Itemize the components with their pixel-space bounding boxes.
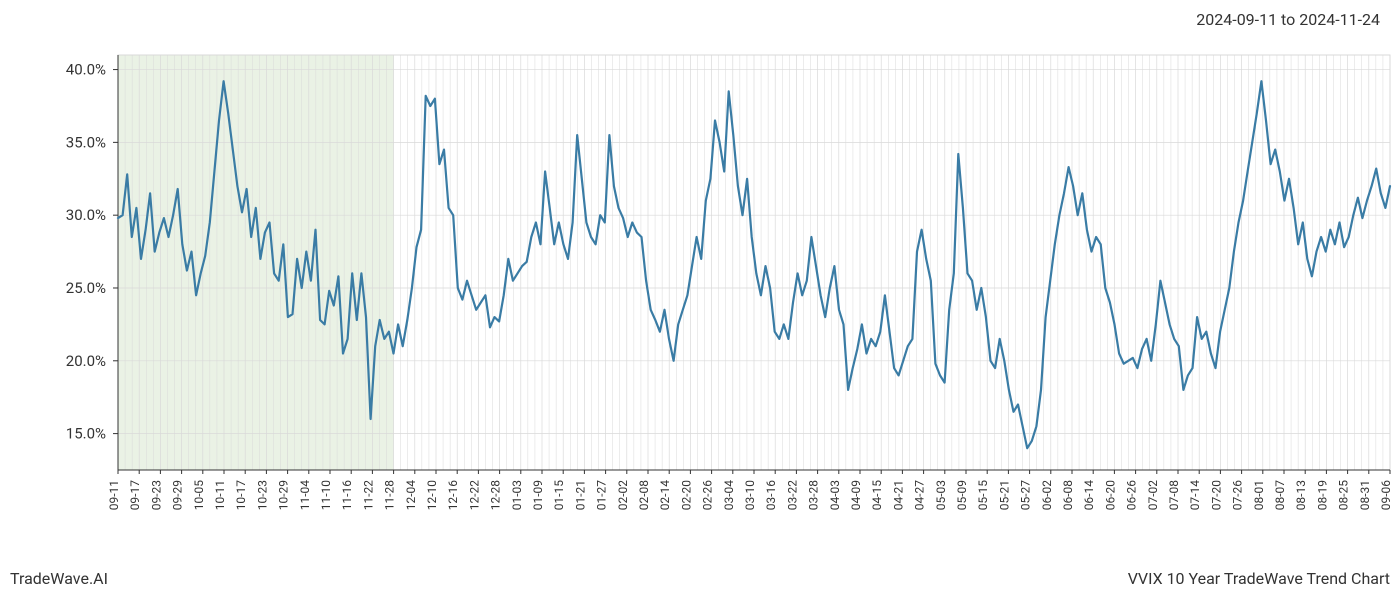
line-chart: 15.0% 20.0% 25.0% 30.0% 35.0% 40.0% 09-11 09-17… bbox=[0, 0, 1400, 600]
x-tick-label: 02-20 bbox=[679, 480, 693, 511]
x-tick-label: 08-01 bbox=[1252, 480, 1266, 510]
x-tick-label: 03-10 bbox=[743, 480, 757, 511]
x-tick-label: 11-04 bbox=[298, 480, 312, 511]
x-tick-label: 02-14 bbox=[658, 480, 672, 511]
x-tick-label: 12-28 bbox=[489, 480, 503, 511]
x-tick-label: 09-17 bbox=[128, 480, 142, 511]
x-tick-label: 01-09 bbox=[531, 480, 545, 510]
x-tick-label: 06-08 bbox=[1061, 480, 1075, 511]
x-tick-label: 05-27 bbox=[1019, 480, 1033, 511]
x-tick-label: 05-09 bbox=[955, 480, 969, 510]
x-tick-label: 04-27 bbox=[913, 480, 927, 511]
x-tick-label: 10-29 bbox=[277, 480, 291, 510]
x-tick-label: 04-15 bbox=[870, 480, 884, 511]
x-tick-label: 12-22 bbox=[467, 480, 481, 511]
x-tick-label: 02-02 bbox=[616, 480, 630, 511]
x-tick-label: 07-26 bbox=[1231, 480, 1245, 511]
x-tick-label: 11-22 bbox=[361, 480, 375, 511]
x-tick-label: 08-25 bbox=[1337, 480, 1351, 511]
x-tick-label: 10-05 bbox=[192, 480, 206, 511]
x-tick-label: 03-16 bbox=[764, 480, 778, 511]
x-tick-label: 06-20 bbox=[1103, 480, 1117, 511]
x-tick-label: 02-26 bbox=[701, 480, 715, 511]
x-tick-label: 08-07 bbox=[1273, 480, 1287, 511]
x-tick-label: 02-08 bbox=[637, 480, 651, 511]
brand-label: TradeWave.AI bbox=[10, 569, 108, 588]
x-tick-label: 03-28 bbox=[807, 480, 821, 511]
y-tick-label: 20.0% bbox=[66, 352, 106, 370]
x-tick-label: 01-21 bbox=[573, 480, 587, 510]
x-tick-label: 05-15 bbox=[976, 480, 990, 511]
x-tick-label: 04-03 bbox=[828, 480, 842, 510]
x-tick-label: 01-27 bbox=[595, 480, 609, 511]
x-tick-label: 08-13 bbox=[1294, 480, 1308, 510]
x-tick-label: 06-14 bbox=[1082, 480, 1096, 511]
x-tick-label: 11-16 bbox=[340, 480, 354, 511]
x-tick-label: 09-23 bbox=[149, 480, 163, 510]
x-tick-label: 05-21 bbox=[997, 480, 1011, 510]
date-range-label: 2024-09-11 to 2024-11-24 bbox=[1196, 10, 1380, 29]
x-tick-label: 12-16 bbox=[446, 480, 460, 511]
x-tick-label: 10-23 bbox=[255, 480, 269, 510]
y-tick-label: 35.0% bbox=[66, 133, 106, 151]
y-tick-label: 25.0% bbox=[66, 279, 106, 297]
chart-title: VVIX 10 Year TradeWave Trend Chart bbox=[1128, 569, 1390, 588]
y-tick-label: 40.0% bbox=[66, 61, 106, 79]
x-tick-label: 06-26 bbox=[1125, 480, 1139, 511]
chart-container: 2024-09-11 to 2024-11-24 15.0% 20.0% 25.0%… bbox=[0, 0, 1400, 600]
x-tick-label: 09-11 bbox=[107, 480, 121, 510]
x-tick-label: 10-11 bbox=[213, 480, 227, 510]
x-tick-label: 11-28 bbox=[383, 480, 397, 511]
x-tick-label: 07-02 bbox=[1146, 480, 1160, 511]
x-tick-label: 07-20 bbox=[1209, 480, 1223, 511]
x-tick-label: 07-08 bbox=[1167, 480, 1181, 511]
x-tick-label: 12-04 bbox=[404, 480, 418, 511]
x-tick-label: 12-10 bbox=[425, 480, 439, 511]
x-tick-label: 03-22 bbox=[785, 480, 799, 511]
x-tick-label: 07-14 bbox=[1188, 480, 1202, 511]
x-tick-label: 05-03 bbox=[934, 480, 948, 510]
x-tick-label: 09-06 bbox=[1379, 480, 1393, 511]
x-tick-label: 06-02 bbox=[1040, 480, 1054, 511]
x-tick-label: 08-19 bbox=[1315, 480, 1329, 510]
x-tick-label: 01-03 bbox=[510, 480, 524, 510]
y-tick-label: 15.0% bbox=[66, 425, 106, 443]
highlight-region bbox=[118, 55, 394, 470]
x-tick-label: 08-31 bbox=[1358, 480, 1372, 510]
y-tick-label: 30.0% bbox=[66, 206, 106, 224]
x-tick-label: 11-10 bbox=[319, 480, 333, 511]
x-tick-label: 04-09 bbox=[849, 480, 863, 510]
x-tick-label: 10-17 bbox=[234, 480, 248, 511]
x-tick-label: 03-04 bbox=[722, 480, 736, 511]
x-tick-label: 04-21 bbox=[891, 480, 905, 510]
x-tick-label: 01-15 bbox=[552, 480, 566, 511]
x-tick-label: 09-29 bbox=[171, 480, 185, 510]
